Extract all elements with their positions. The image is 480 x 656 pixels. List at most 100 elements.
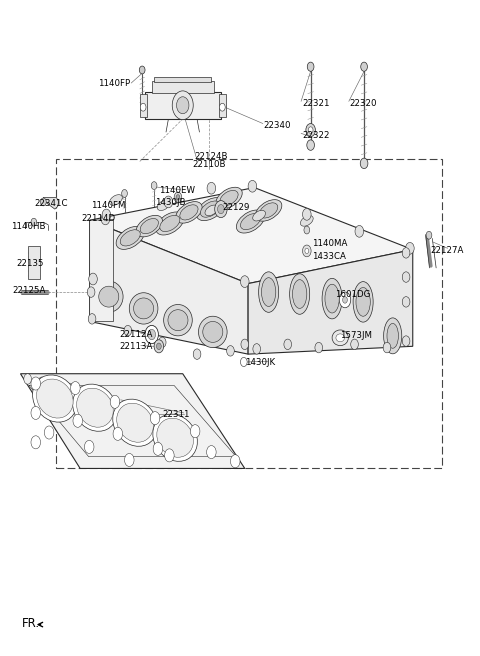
- Ellipse shape: [356, 287, 370, 316]
- Ellipse shape: [120, 230, 140, 246]
- Circle shape: [253, 344, 261, 354]
- Circle shape: [165, 449, 174, 462]
- Ellipse shape: [325, 284, 339, 313]
- Circle shape: [207, 182, 216, 194]
- Circle shape: [73, 414, 83, 427]
- Circle shape: [284, 339, 291, 350]
- Circle shape: [40, 198, 46, 206]
- Ellipse shape: [387, 323, 398, 348]
- Ellipse shape: [113, 399, 157, 446]
- Bar: [56, 159, 442, 468]
- Text: 1573JM: 1573JM: [340, 331, 372, 340]
- Circle shape: [426, 232, 432, 239]
- Text: 1140FP: 1140FP: [98, 79, 130, 87]
- Circle shape: [176, 195, 180, 200]
- Ellipse shape: [384, 318, 402, 354]
- Ellipse shape: [292, 279, 307, 308]
- Ellipse shape: [180, 205, 198, 220]
- Circle shape: [191, 424, 200, 438]
- Circle shape: [240, 358, 247, 367]
- Circle shape: [139, 66, 145, 74]
- Circle shape: [406, 243, 414, 254]
- Circle shape: [402, 248, 410, 258]
- Circle shape: [360, 158, 368, 169]
- Circle shape: [158, 337, 166, 348]
- Circle shape: [31, 436, 40, 449]
- Ellipse shape: [259, 272, 279, 312]
- Circle shape: [217, 205, 224, 214]
- Circle shape: [308, 127, 313, 133]
- Circle shape: [306, 123, 315, 136]
- Circle shape: [89, 273, 97, 285]
- Circle shape: [248, 180, 257, 192]
- Ellipse shape: [116, 226, 144, 249]
- Circle shape: [148, 329, 156, 340]
- Circle shape: [172, 91, 193, 119]
- Ellipse shape: [140, 218, 158, 234]
- Circle shape: [124, 325, 132, 336]
- Text: 1140MA: 1140MA: [312, 239, 347, 247]
- Circle shape: [402, 336, 410, 346]
- Circle shape: [24, 374, 32, 384]
- Ellipse shape: [322, 278, 342, 319]
- Polygon shape: [154, 77, 211, 83]
- Ellipse shape: [129, 293, 158, 324]
- Circle shape: [315, 342, 323, 353]
- Circle shape: [102, 209, 111, 221]
- Circle shape: [88, 314, 96, 324]
- Text: 22127A: 22127A: [430, 247, 463, 255]
- Ellipse shape: [236, 210, 264, 233]
- Circle shape: [343, 297, 348, 303]
- Circle shape: [339, 292, 351, 308]
- Ellipse shape: [164, 304, 192, 336]
- Ellipse shape: [353, 281, 373, 322]
- Ellipse shape: [153, 414, 197, 461]
- Text: 1140FM: 1140FM: [91, 201, 126, 210]
- Circle shape: [38, 377, 46, 388]
- Ellipse shape: [36, 379, 73, 418]
- Polygon shape: [218, 94, 226, 117]
- Circle shape: [304, 226, 310, 234]
- Text: 1433CA: 1433CA: [312, 252, 346, 260]
- Circle shape: [174, 192, 182, 203]
- Circle shape: [355, 226, 364, 237]
- Circle shape: [31, 377, 40, 390]
- Ellipse shape: [95, 281, 123, 312]
- Circle shape: [307, 140, 314, 150]
- Circle shape: [302, 245, 311, 256]
- Ellipse shape: [205, 205, 218, 216]
- Ellipse shape: [260, 203, 278, 218]
- Circle shape: [150, 411, 160, 424]
- Circle shape: [71, 382, 80, 395]
- Text: 1140HB: 1140HB: [11, 222, 46, 232]
- Circle shape: [351, 339, 359, 350]
- Text: 22135: 22135: [17, 260, 44, 268]
- Circle shape: [110, 396, 120, 408]
- Text: 22114D: 22114D: [82, 214, 116, 223]
- Circle shape: [402, 272, 410, 282]
- Text: 22322: 22322: [302, 131, 330, 140]
- Circle shape: [383, 342, 391, 353]
- Circle shape: [302, 209, 311, 220]
- Bar: [28, 247, 40, 279]
- Circle shape: [67, 384, 74, 394]
- Circle shape: [206, 445, 216, 459]
- Ellipse shape: [199, 316, 227, 348]
- Circle shape: [164, 196, 173, 208]
- Circle shape: [240, 276, 249, 287]
- Ellipse shape: [262, 277, 276, 306]
- Ellipse shape: [336, 334, 345, 342]
- Text: 22321: 22321: [302, 100, 330, 108]
- Circle shape: [124, 453, 134, 466]
- Circle shape: [241, 339, 249, 350]
- Circle shape: [31, 218, 36, 226]
- Ellipse shape: [332, 330, 348, 346]
- Ellipse shape: [160, 215, 180, 232]
- Ellipse shape: [176, 201, 202, 223]
- Ellipse shape: [168, 310, 188, 331]
- Circle shape: [227, 346, 234, 356]
- Text: 22340: 22340: [263, 121, 290, 130]
- Circle shape: [153, 442, 163, 455]
- Polygon shape: [21, 374, 245, 468]
- Circle shape: [151, 182, 157, 190]
